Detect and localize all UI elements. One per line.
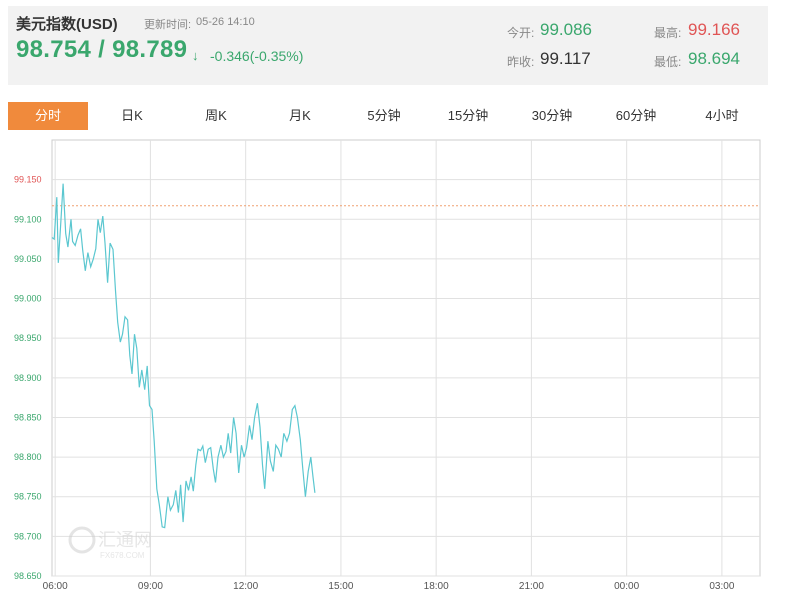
- arrow-down-icon: ↓: [192, 48, 199, 63]
- low-label: 最低:: [654, 55, 682, 69]
- x-tick-label: 18:00: [424, 581, 449, 592]
- high-label: 最高:: [654, 26, 682, 40]
- update-time-label: 更新时间:: [144, 19, 192, 31]
- x-tick-label: 06:00: [43, 581, 68, 592]
- tab-daily[interactable]: 日K: [121, 108, 143, 123]
- y-tick-label: 99.000: [14, 294, 42, 304]
- price-change: -0.346(-0.35%): [210, 48, 304, 64]
- y-tick-label: 98.800: [14, 452, 42, 462]
- y-tick-label: 99.050: [14, 254, 42, 264]
- y-tick-label: 98.900: [14, 373, 42, 383]
- tab-60min[interactable]: 60分钟: [615, 108, 657, 123]
- y-tick-label: 98.850: [14, 412, 42, 422]
- grid: [51, 139, 761, 577]
- instrument-title: 美元指数(USD): [16, 16, 118, 33]
- tab-intraday[interactable]: 分时: [8, 102, 88, 130]
- update-time: 05-26 14:10: [196, 16, 255, 28]
- watermark: 汇通网 FX678.COM: [68, 526, 152, 560]
- tab-30min[interactable]: 30分钟: [531, 108, 573, 123]
- prev-close-label: 昨收:: [507, 55, 535, 69]
- low-value: 98.694: [688, 49, 740, 68]
- y-axis-ticks: 99.150 99.100 99.050 99.000 98.950 98.900 98.8…: [14, 175, 42, 581]
- watermark-logo-icon: [68, 526, 96, 554]
- y-tick-label: 98.650: [14, 571, 42, 581]
- x-tick-label: 09:00: [138, 581, 163, 592]
- watermark-subtext: FX678.COM: [100, 551, 145, 560]
- open-label: 今开:: [507, 26, 535, 40]
- tab-15min[interactable]: 15分钟: [447, 108, 489, 123]
- period-tabs: 分时 日K 周K 月K 5分钟 15分钟 30分钟 60分钟 4小时: [8, 102, 768, 132]
- y-tick-label: 98.700: [14, 531, 42, 541]
- x-tick-label: 21:00: [519, 581, 544, 592]
- x-axis-ticks: 06:00 09:00 12:00 15:00 18:00 21:00 00:00 03:00: [43, 581, 735, 592]
- tab-4hour[interactable]: 4小时: [705, 108, 739, 123]
- y-tick-label: 99.150: [14, 175, 42, 185]
- high-value: 99.166: [688, 20, 740, 39]
- y-tick-label: 98.750: [14, 492, 42, 502]
- tab-5min[interactable]: 5分钟: [367, 108, 401, 123]
- price-series-line: [51, 183, 316, 529]
- tab-monthly[interactable]: 月K: [289, 108, 311, 123]
- quote-panel: [8, 6, 768, 85]
- y-tick-label: 99.100: [14, 214, 42, 224]
- prev-close-value: 99.117: [540, 49, 591, 68]
- bid-ask-price: 98.754 / 98.789: [16, 36, 188, 63]
- x-tick-label: 03:00: [709, 581, 734, 592]
- open-value: 99.086: [540, 20, 592, 39]
- x-tick-label: 00:00: [614, 581, 639, 592]
- tab-weekly[interactable]: 周K: [205, 108, 227, 123]
- x-tick-label: 15:00: [328, 581, 353, 592]
- y-tick-label: 98.950: [14, 333, 42, 343]
- x-tick-label: 12:00: [233, 581, 258, 592]
- watermark-text: 汇通网: [98, 530, 152, 550]
